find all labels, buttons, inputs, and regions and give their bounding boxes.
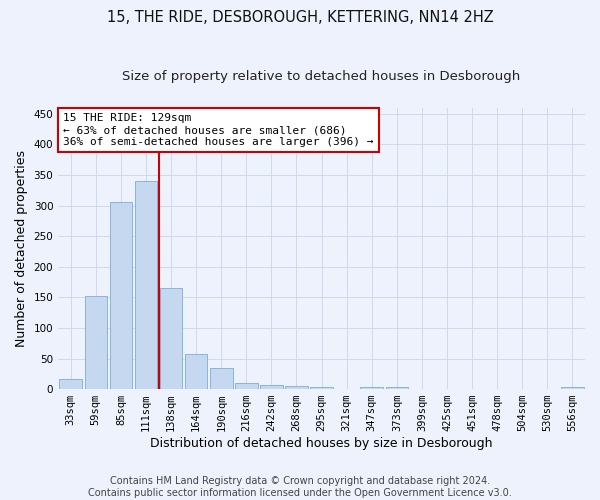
- Bar: [85, 296, 107, 389]
- Bar: [561, 386, 584, 389]
- Bar: [386, 386, 408, 389]
- Bar: [210, 368, 233, 389]
- Text: 15, THE RIDE, DESBOROUGH, KETTERING, NN14 2HZ: 15, THE RIDE, DESBOROUGH, KETTERING, NN1…: [107, 10, 493, 25]
- Bar: [160, 288, 182, 389]
- Bar: [110, 202, 132, 389]
- Text: Contains HM Land Registry data © Crown copyright and database right 2024.
Contai: Contains HM Land Registry data © Crown c…: [88, 476, 512, 498]
- Bar: [361, 386, 383, 389]
- Bar: [185, 354, 208, 389]
- Bar: [285, 386, 308, 389]
- Bar: [59, 378, 82, 389]
- Text: 15 THE RIDE: 129sqm
← 63% of detached houses are smaller (686)
36% of semi-detac: 15 THE RIDE: 129sqm ← 63% of detached ho…: [64, 114, 374, 146]
- Bar: [260, 385, 283, 389]
- Y-axis label: Number of detached properties: Number of detached properties: [15, 150, 28, 347]
- Bar: [310, 386, 333, 389]
- Bar: [134, 181, 157, 389]
- Title: Size of property relative to detached houses in Desborough: Size of property relative to detached ho…: [122, 70, 521, 83]
- Bar: [235, 383, 257, 389]
- X-axis label: Distribution of detached houses by size in Desborough: Distribution of detached houses by size …: [151, 437, 493, 450]
